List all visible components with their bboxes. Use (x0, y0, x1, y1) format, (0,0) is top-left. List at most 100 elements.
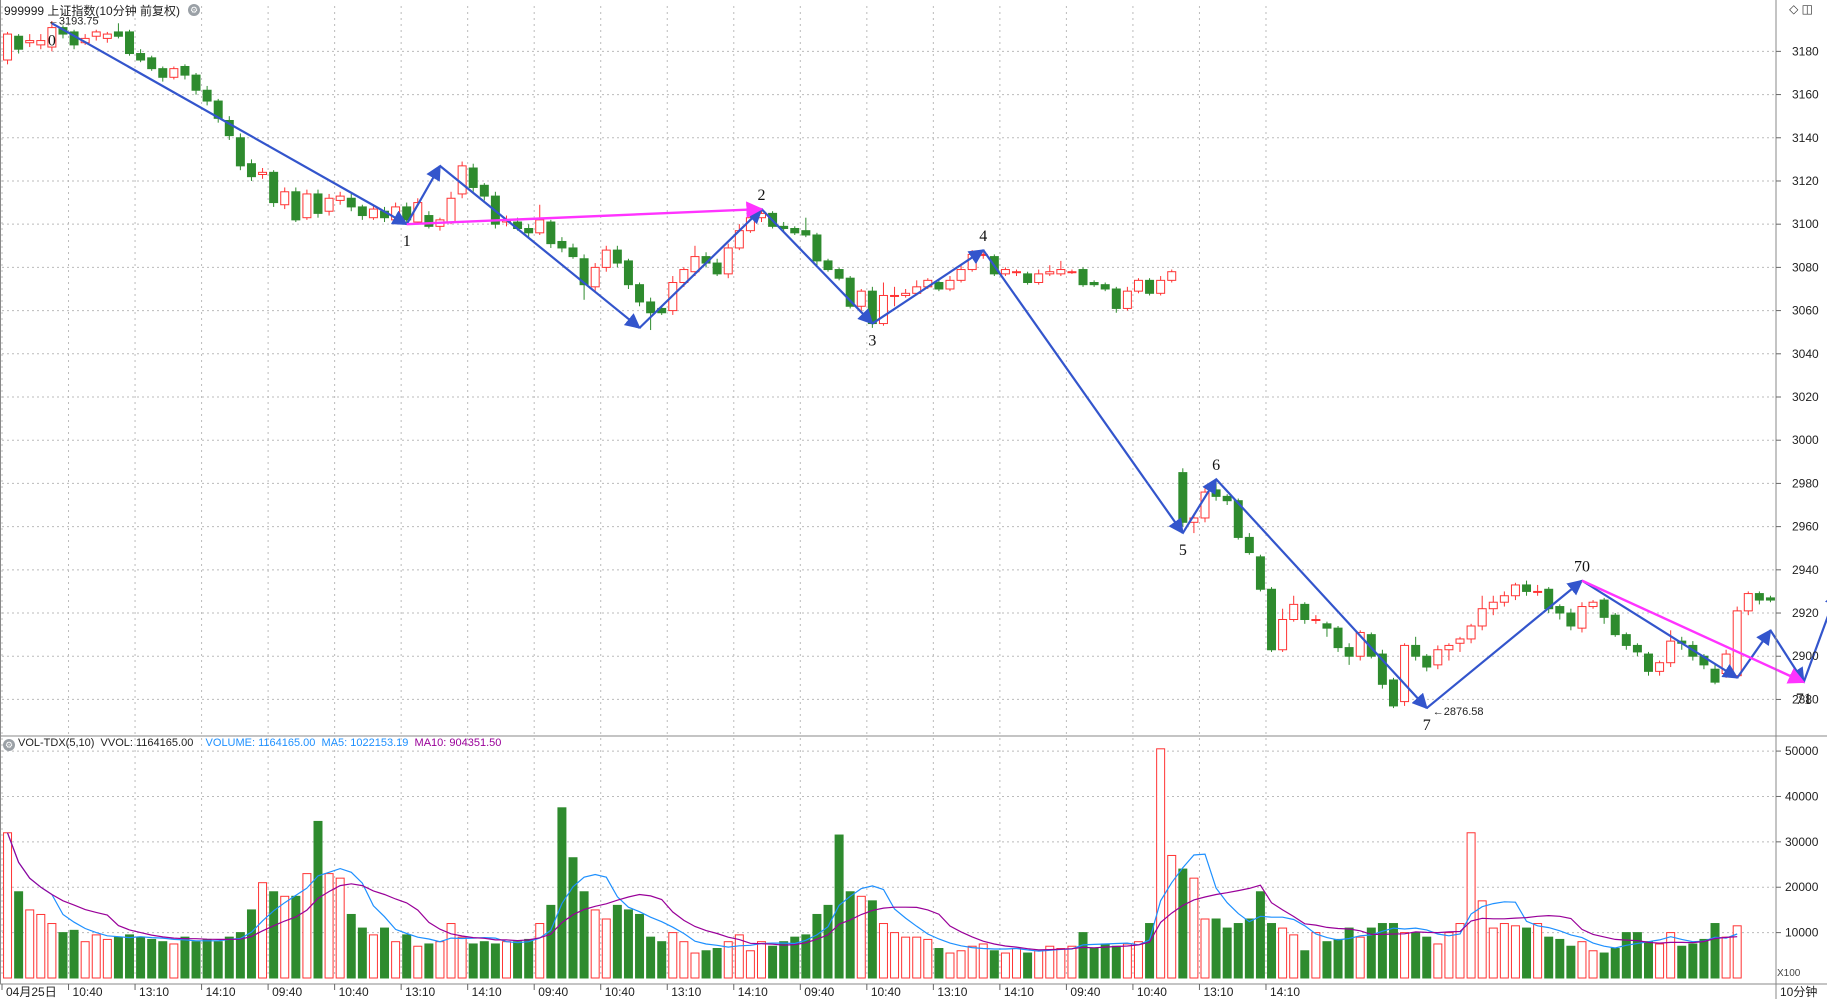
candle-up (335, 195, 345, 201)
candle-down (790, 228, 800, 234)
volume-bar-down (1677, 945, 1687, 979)
candle-down (235, 137, 245, 167)
volume-bar-down (1555, 938, 1565, 979)
interval-label: 10分钟 (1780, 984, 1817, 999)
stroke-arrow (982, 249, 1184, 535)
volume-bar-down (867, 900, 877, 979)
volume-bar-up (368, 934, 378, 979)
time-tick-label: 13:10 (139, 985, 169, 999)
volume-bar-up (435, 941, 445, 979)
price-tick-label: 3060 (1792, 304, 1819, 318)
volume-bar-down (1544, 936, 1554, 979)
time-tick-label: 10:40 (339, 985, 369, 999)
volume-bar-up (91, 934, 101, 979)
candle-up (1355, 631, 1365, 657)
candle-up (1444, 644, 1454, 651)
volume-bar-down (646, 936, 656, 979)
volume-settings-icon[interactable]: ⚙ (3, 739, 15, 751)
volume-bar-up (47, 923, 57, 979)
time-tick-label: 13:10 (937, 985, 967, 999)
price-tick-label: 3100 (1792, 217, 1819, 231)
volume-bar-down (1377, 923, 1387, 979)
volume-bar-down (180, 936, 190, 979)
time-tick-label: 14:10 (206, 985, 236, 999)
volume-bar-down (657, 941, 667, 979)
volume-bar-up (590, 909, 600, 979)
candle-up (1000, 269, 1010, 275)
volume-bar-down (635, 913, 645, 979)
candle-down (1422, 655, 1432, 668)
candle-down (623, 260, 633, 286)
volume-bar-up (1466, 832, 1476, 979)
time-tick-label: 09:40 (1070, 985, 1100, 999)
wave-label: 1 (403, 233, 411, 250)
volume-bar-up (679, 941, 689, 979)
candle-up (1743, 593, 1753, 612)
stroke-arrow (1581, 579, 1739, 679)
candle-down (812, 234, 822, 262)
candle-down (1610, 614, 1620, 636)
volume-bar-down (380, 927, 390, 979)
candle-down (1366, 634, 1376, 657)
volume-bar-up (912, 936, 922, 979)
volume-bar-down (1344, 927, 1354, 979)
wave-label: 2 (757, 187, 765, 204)
time-tick-label: 10:40 (73, 985, 103, 999)
volume-bar-up (446, 923, 456, 979)
price-tick-label: 2960 (1792, 520, 1819, 534)
volume-bar-up (1034, 950, 1044, 979)
volume-bar-up (723, 941, 733, 979)
candle-up (679, 269, 689, 284)
candle-down (646, 301, 656, 314)
volume-tick-label: 40000 (1785, 789, 1819, 803)
volume-bar-up (1499, 923, 1509, 979)
volume-bar-up (413, 945, 423, 979)
candle-down (1023, 273, 1033, 284)
wave-label: 4 (979, 228, 987, 245)
volume-bar-down (1333, 938, 1343, 979)
volume-bar-down (1100, 943, 1110, 979)
volume-bar-down (1222, 927, 1232, 979)
stroke-arrow (1215, 478, 1428, 710)
volume-bar-down (14, 891, 24, 979)
candle-up (1156, 279, 1166, 294)
candle-up (878, 294, 888, 325)
candle-down (1255, 556, 1265, 590)
candle-down (1089, 282, 1099, 286)
segment-arrow (406, 201, 764, 226)
time-tick-label: 14:10 (738, 985, 768, 999)
panel-toggle-icons[interactable]: ◇ ◫ (1789, 2, 1813, 16)
volume-bar-up (690, 952, 700, 979)
stroke-arrow (1736, 629, 1772, 679)
volume-bar-down (191, 941, 201, 979)
settings-icon[interactable]: ⚙ (188, 4, 200, 16)
candle-up (1666, 640, 1676, 664)
price-tick-label: 3140 (1792, 131, 1819, 145)
candle-down (424, 215, 434, 227)
candle-down (246, 163, 256, 178)
candle-down (1377, 653, 1387, 685)
candle-down (224, 119, 234, 137)
vvol-value: VVOL: 1164165.00 (100, 737, 194, 749)
candle-up (1012, 271, 1021, 274)
candle-down (191, 74, 201, 91)
price-tick-label: 3120 (1792, 174, 1819, 188)
time-tick-label: 14:10 (472, 985, 502, 999)
volume-bar-up (856, 895, 866, 979)
candle-up (1167, 271, 1177, 281)
wave-label: 6 (1212, 457, 1220, 474)
candle-up (1477, 608, 1487, 627)
candle-down (1333, 627, 1343, 649)
price-tick-label: 2980 (1792, 476, 1819, 490)
candle-down (1754, 593, 1764, 601)
volume-bar-down (313, 820, 323, 979)
candle-up (723, 247, 733, 275)
candle-down (158, 68, 168, 78)
volume-bar-up (1156, 748, 1166, 979)
volume-bar-down (1632, 932, 1642, 979)
time-tick-label: 09:40 (538, 985, 568, 999)
candle-up (757, 212, 766, 219)
volume-bar-up (601, 918, 611, 979)
